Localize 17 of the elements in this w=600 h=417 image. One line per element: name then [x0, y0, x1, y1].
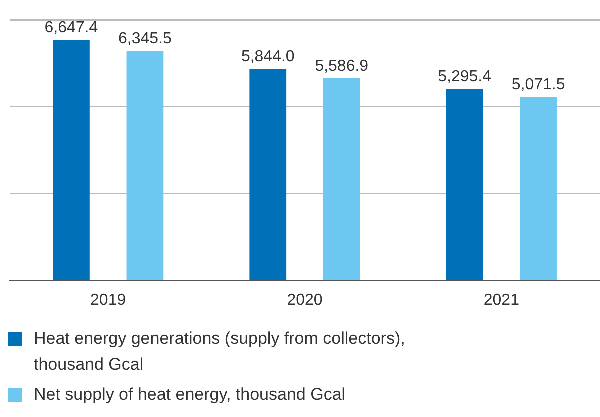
legend-label: Net supply of heat energy, thousand Gcal: [34, 384, 346, 406]
data-label: 5,071.5: [512, 76, 566, 94]
bar: [53, 40, 90, 280]
bar: [250, 69, 287, 280]
bar: [126, 50, 164, 280]
bar: [323, 78, 360, 280]
bar: [446, 88, 484, 280]
x-tick-label: 2019: [90, 292, 126, 309]
bar: [520, 97, 557, 280]
data-label: 5,586.9: [315, 58, 369, 75]
data-label: 5,295.4: [438, 68, 492, 86]
data-label: 6,345.5: [118, 30, 172, 48]
data-label: 5,844.0: [241, 48, 295, 66]
legend-label: Heat energy generations (supply from collectors), thousand Gcal: [34, 328, 406, 376]
data-label: 6,647.4: [44, 19, 98, 36]
x-tick-label: 2020: [287, 292, 323, 309]
x-tick-label: 2021: [484, 292, 520, 309]
